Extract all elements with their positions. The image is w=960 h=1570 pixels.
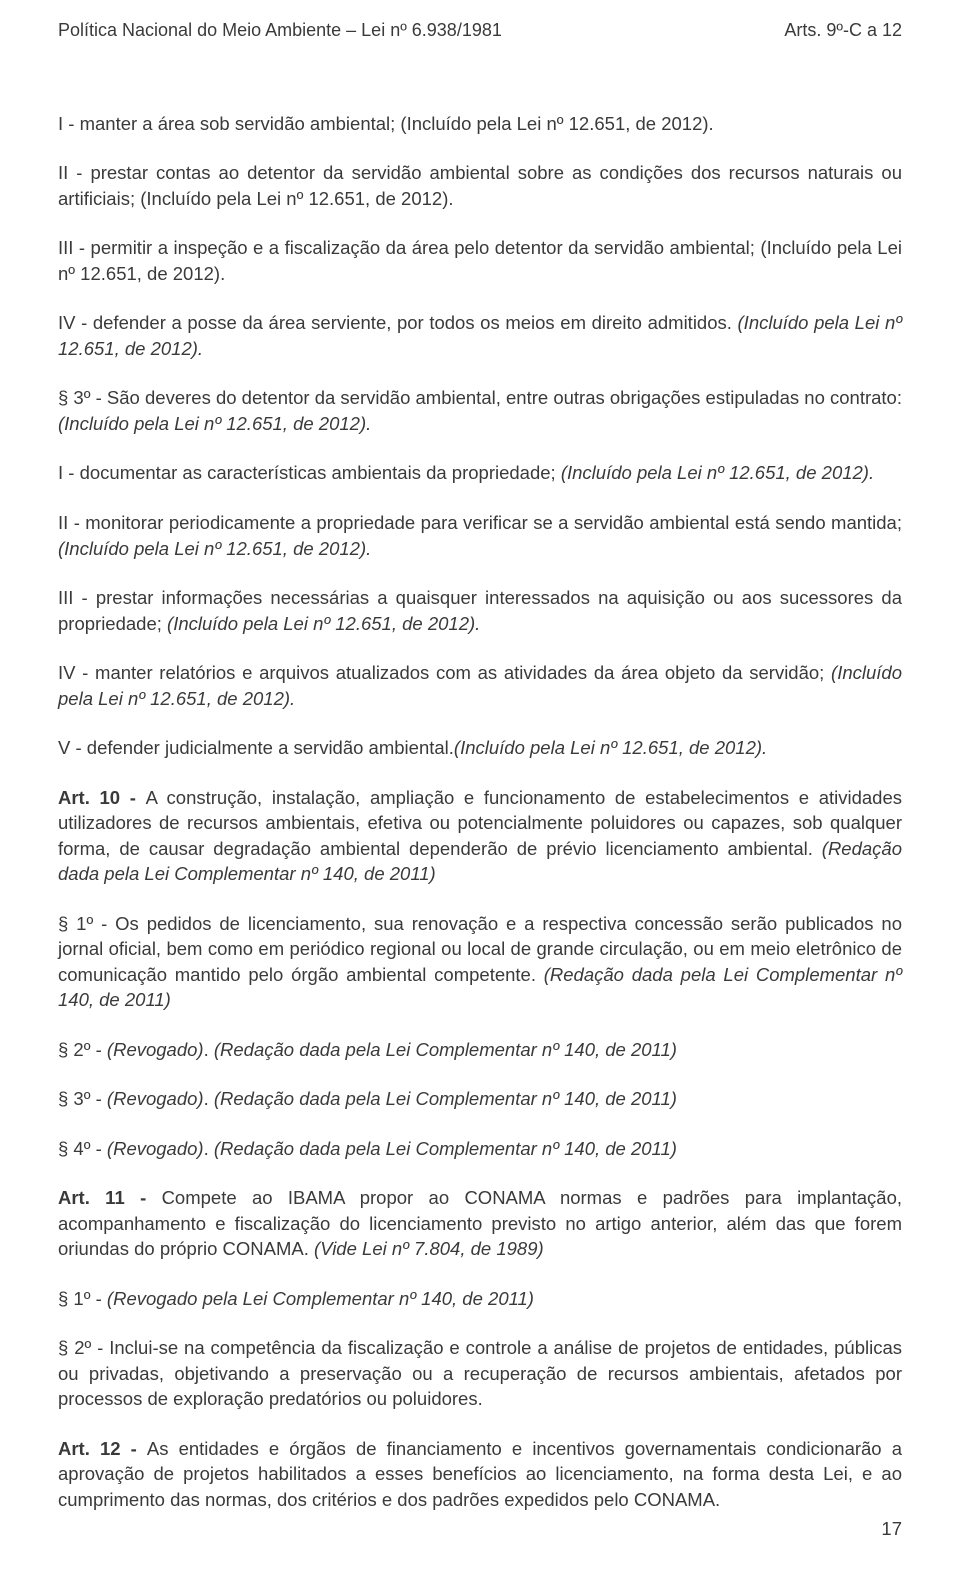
paragraph-12: § 1º - Os pedidos de licenciamento, sua … xyxy=(58,911,902,1013)
paragraph-11: Art. 10 - A construção, instalação, ampl… xyxy=(58,785,902,887)
header-left: Política Nacional do Meio Ambiente – Lei… xyxy=(58,18,502,43)
page-header: Política Nacional do Meio Ambiente – Lei… xyxy=(58,18,902,43)
header-right: Arts. 9º-C a 12 xyxy=(784,18,902,43)
paragraph-8: III - prestar informações necessárias a … xyxy=(58,585,902,636)
paragraph-18: § 2º - Inclui-se na competência da fisca… xyxy=(58,1335,902,1412)
paragraph-2: II - prestar contas ao detentor da servi… xyxy=(58,160,902,211)
paragraph-1: I - manter a área sob servidão ambiental… xyxy=(58,111,902,137)
paragraph-3: III - permitir a inspeção e a fiscalizaç… xyxy=(58,235,902,286)
paragraph-15: § 4º - (Revogado). (Redação dada pela Le… xyxy=(58,1136,902,1162)
paragraph-5: § 3º - São deveres do detentor da servid… xyxy=(58,385,902,436)
paragraph-14: § 3º - (Revogado). (Redação dada pela Le… xyxy=(58,1086,902,1112)
paragraph-4: IV - defender a posse da área serviente,… xyxy=(58,310,902,361)
paragraph-9: IV - manter relatórios e arquivos atuali… xyxy=(58,660,902,711)
paragraph-13: § 2º - (Revogado). (Redação dada pela Le… xyxy=(58,1037,902,1063)
paragraph-19: Art. 12 - As entidades e órgãos de finan… xyxy=(58,1436,902,1513)
paragraph-6: I - documentar as características ambien… xyxy=(58,460,902,486)
paragraph-17: § 1º - (Revogado pela Lei Complementar n… xyxy=(58,1286,902,1312)
paragraph-10: V - defender judicialmente a servidão am… xyxy=(58,735,902,761)
paragraph-16: Art. 11 - Compete ao IBAMA propor ao CON… xyxy=(58,1185,902,1262)
page-number: 17 xyxy=(58,1516,902,1542)
paragraph-7: II - monitorar periodicamente a propried… xyxy=(58,510,902,561)
